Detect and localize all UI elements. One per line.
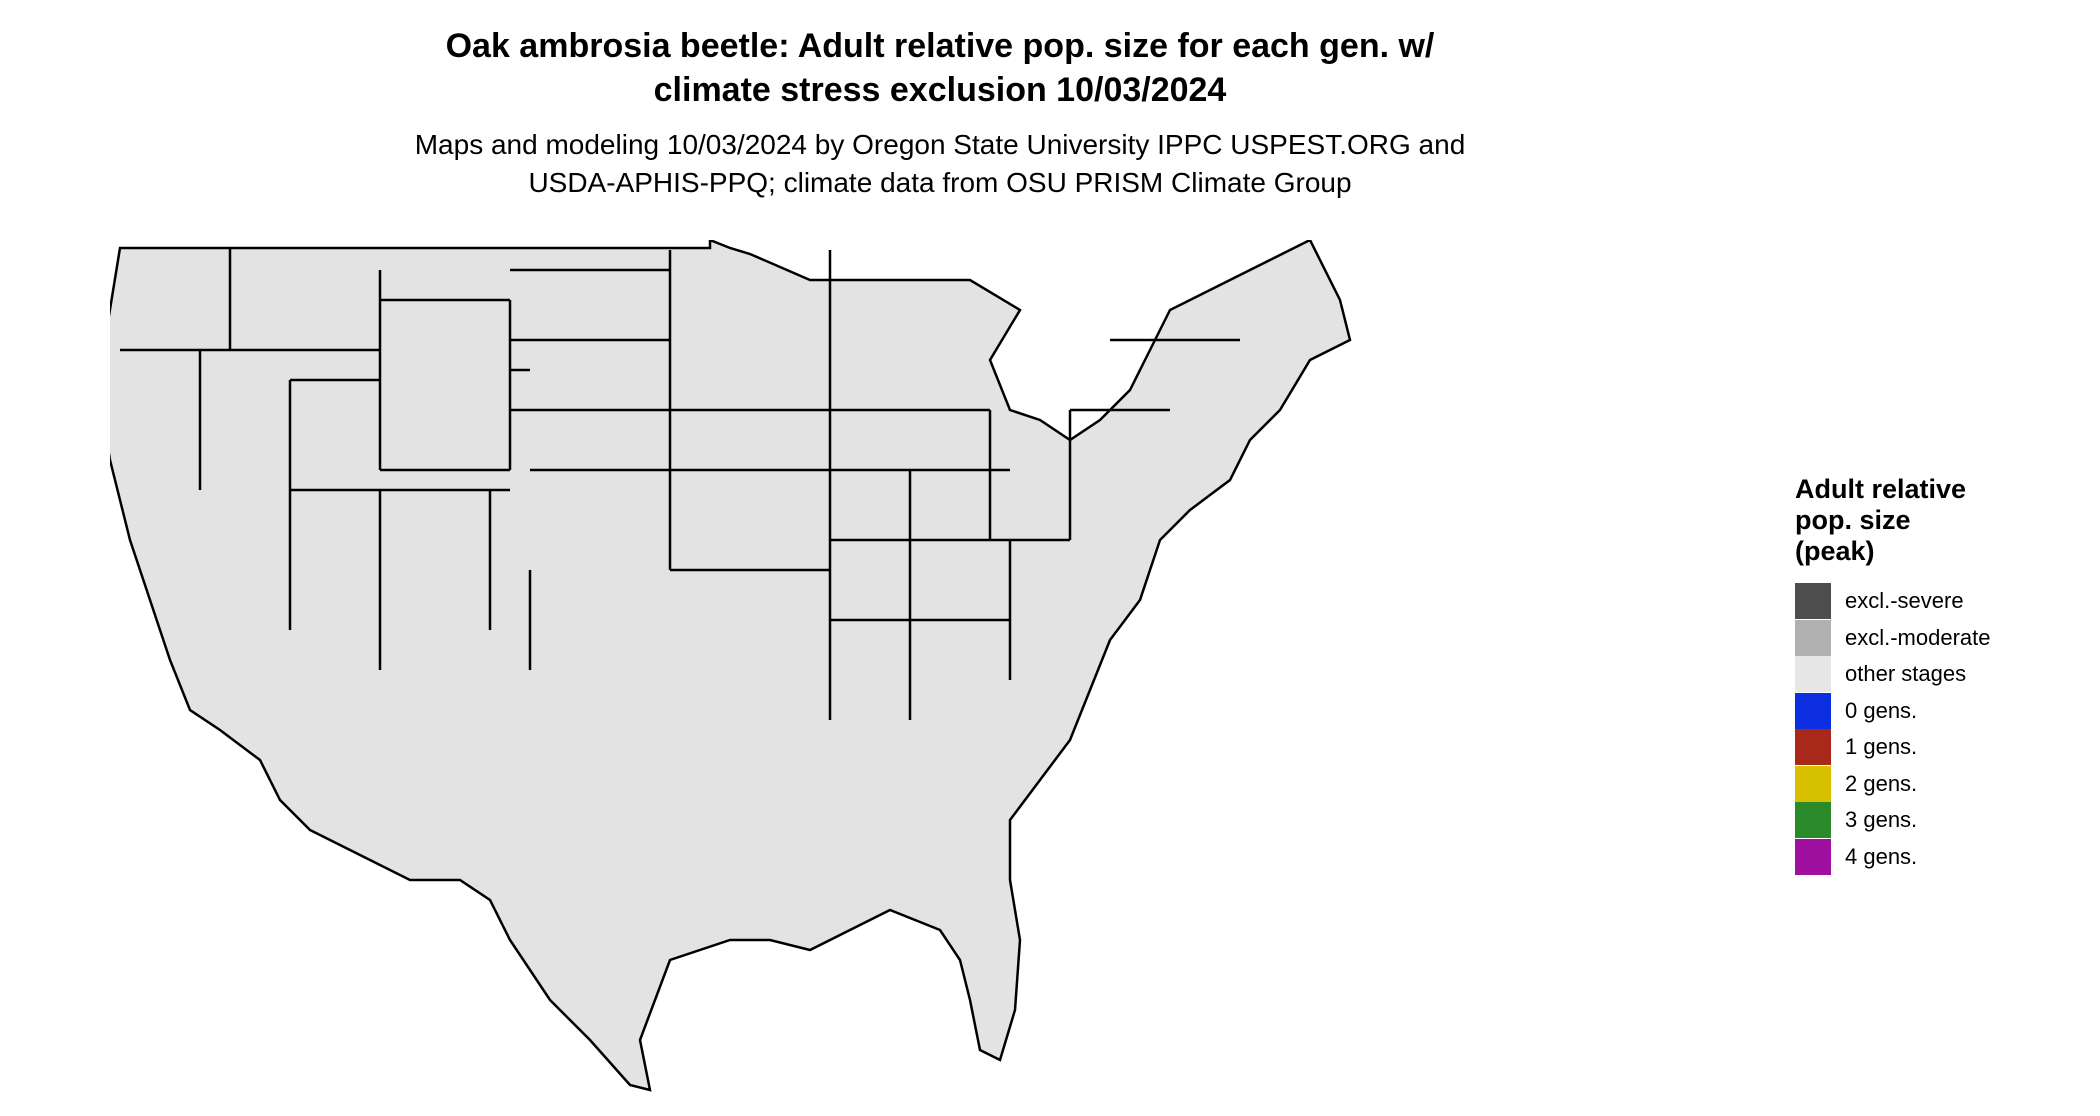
legend-swatch: [1795, 619, 1831, 656]
legend-label: 4 gens.: [1845, 843, 1918, 869]
legend-label: excl.-severe: [1845, 588, 1964, 614]
legend-swatch: [1795, 692, 1831, 729]
us-map: [110, 240, 1352, 1092]
border-lines-west: [120, 248, 530, 670]
legend-label: other stages: [1845, 661, 1967, 687]
legend-label: 1 gens.: [1845, 734, 1918, 760]
map-title: Oak ambrosia beetle: Adult relative pop.…: [340, 24, 1540, 112]
national-border: [110, 240, 1352, 1092]
legend-title-line-2: pop. size: [1795, 505, 1911, 535]
legend-swatch: [1795, 838, 1831, 875]
legend-item: excl.-severe: [1795, 583, 2095, 620]
legend-swatch: [1795, 765, 1831, 802]
legend-title: Adult relative pop. size (peak): [1795, 474, 2095, 567]
legend-items: excl.-severe excl.-moderate other stages 0 …: [1795, 583, 2095, 875]
map-subtitle: Maps and modeling 10/03/2024 by Oregon S…: [340, 126, 1540, 202]
legend-label: 3 gens.: [1845, 807, 1918, 833]
legend-title-line-3: (peak): [1795, 536, 1875, 566]
map-legend: Adult relative pop. size (peak) excl.-se…: [1795, 474, 2095, 875]
legend-label: 0 gens.: [1845, 697, 1918, 723]
map-subtitle-line-1: Maps and modeling 10/03/2024 by Oregon S…: [414, 129, 1466, 160]
legend-item: 1 gens.: [1795, 729, 2095, 766]
legend-swatch: [1795, 583, 1831, 620]
legend-item: 2 gens.: [1795, 765, 2095, 803]
legend-item: 4 gens.: [1795, 838, 2095, 876]
map-title-line-2: climate stress exclusion 10/03/2024: [653, 71, 1227, 109]
legend-title-line-1: Adult relative: [1795, 474, 1967, 504]
legend-item: 0 gens.: [1795, 692, 2095, 730]
map-subtitle-line-2: USDA-APHIS-PPQ; climate data from OSU PR…: [528, 167, 1352, 198]
border-lines-central: [510, 250, 832, 720]
legend-item: excl.-moderate: [1795, 619, 2095, 657]
legend-swatch: [1795, 729, 1831, 766]
legend-label: excl.-moderate: [1845, 624, 1991, 650]
map-title-line-1: Oak ambrosia beetle: Adult relative pop.…: [445, 27, 1435, 65]
border-lines-east: [830, 338, 1240, 720]
legend-item: other stages: [1795, 656, 2095, 693]
legend-label: 2 gens.: [1845, 770, 1918, 796]
state-borders: [110, 240, 1352, 1092]
legend-item: 3 gens.: [1795, 802, 2095, 839]
legend-swatch: [1795, 802, 1831, 839]
legend-swatch: [1795, 656, 1831, 693]
